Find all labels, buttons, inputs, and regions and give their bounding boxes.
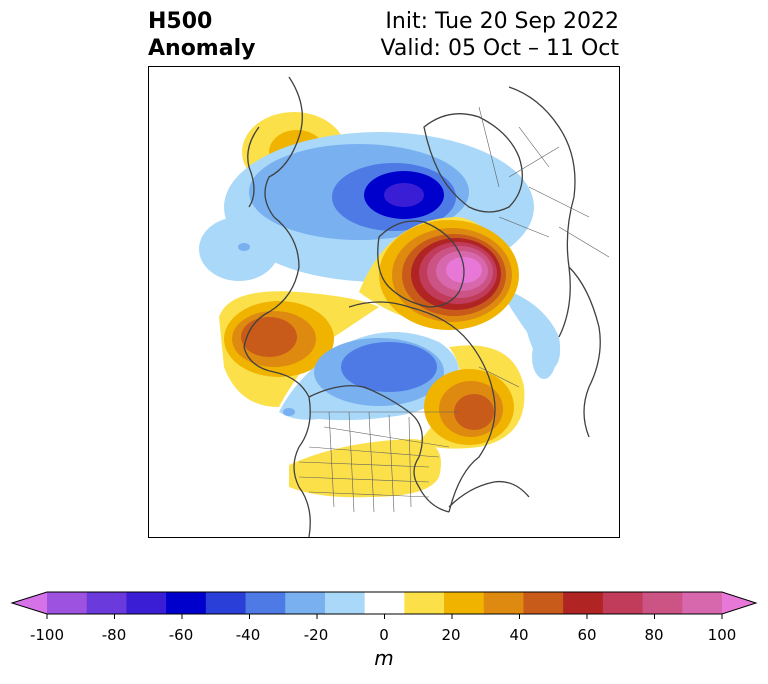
tick-label: 20: [441, 626, 461, 644]
colorbar-bin: [166, 592, 207, 614]
colorbar-bin: [444, 592, 485, 614]
colorbar-bin: [86, 592, 127, 614]
tick-label: -20: [303, 626, 329, 644]
colorbar-bin: [404, 592, 445, 614]
colorbar-bin: [563, 592, 604, 614]
colorbar-bin: [642, 592, 683, 614]
colorbar-unit: m: [374, 646, 394, 670]
tick-label: -60: [168, 626, 194, 644]
valid-info: Init: Tue 20 Sep 2022 Valid: 05 Oct – 11…: [381, 8, 619, 62]
colorbar-bin: [205, 592, 247, 614]
tick-label: -40: [235, 626, 261, 644]
tick-label: 60: [577, 626, 597, 644]
colorbar: [0, 586, 768, 626]
title-line-2: Anomaly: [148, 36, 256, 61]
map-svg: [199, 76, 610, 537]
colorbar-extend-high: [722, 592, 756, 614]
anomaly-map: [148, 66, 620, 538]
colorbar-bin: [47, 592, 88, 614]
anomaly-fields: [199, 112, 561, 498]
colorbar-extend-low: [12, 592, 47, 614]
coastlines: [243, 76, 601, 537]
valid-range: Valid: 05 Oct – 11 Oct: [380, 36, 619, 61]
colorbar-bin: [682, 592, 723, 614]
tick-label: -100: [29, 626, 65, 644]
colorbar-bin: [285, 592, 326, 614]
colorbar-bin: [245, 592, 286, 614]
political-borders: [298, 106, 610, 513]
tick-label: -80: [101, 626, 127, 644]
init-date: Init: Tue 20 Sep 2022: [385, 9, 619, 34]
colorbar-bin: [523, 592, 564, 614]
colorbar-bin: [324, 592, 366, 614]
colorbar-bin: [483, 592, 524, 614]
tick-label: 80: [644, 626, 664, 644]
tick-label: 40: [509, 626, 529, 644]
colorbar-bin: [602, 592, 644, 614]
colorbar-bin: [364, 592, 405, 614]
tick-label: 0: [379, 626, 389, 644]
chart-title: H500 Anomaly: [148, 8, 255, 62]
title-line-1: H500: [148, 9, 213, 34]
tick-label: 100: [707, 626, 737, 644]
colorbar-bin: [126, 592, 167, 614]
colorbar-svg: [10, 591, 758, 619]
